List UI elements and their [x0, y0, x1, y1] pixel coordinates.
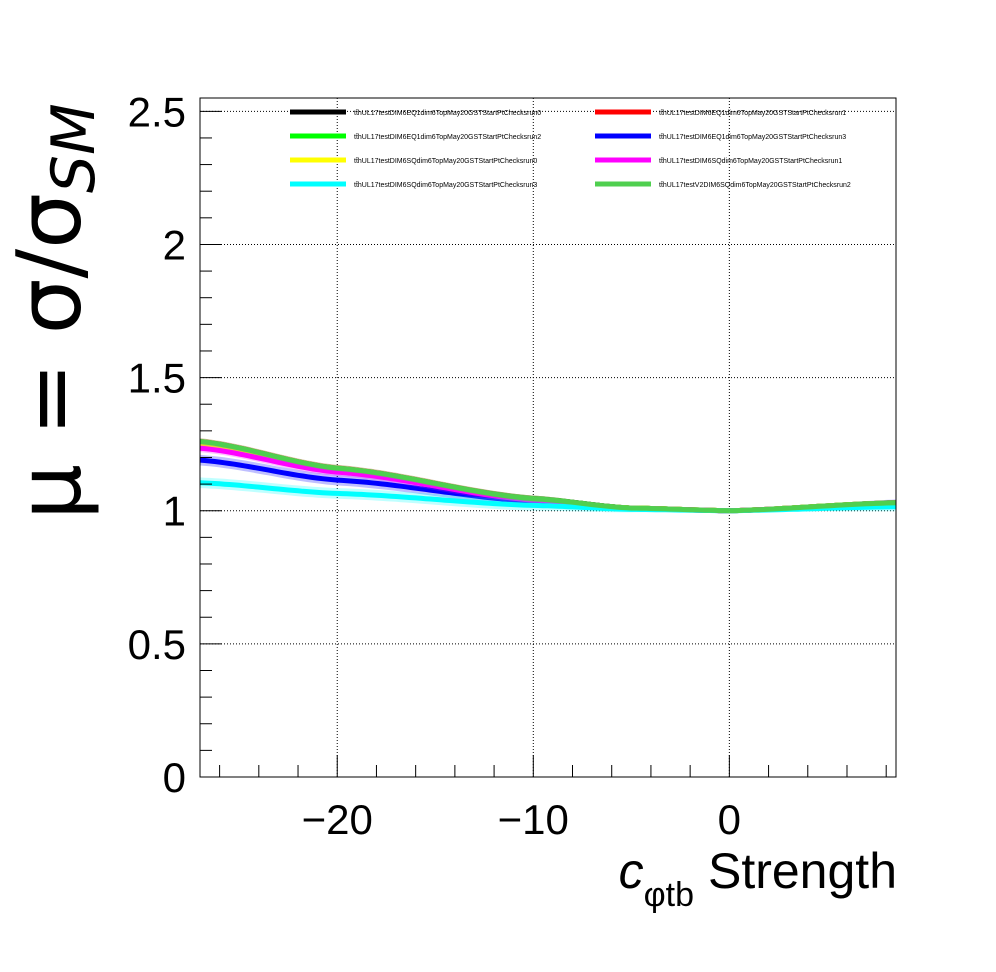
legend-label: tt̄hUL17testV2DIM6SQdim6TopMay20GSTStart… [659, 181, 851, 189]
series-band [200, 439, 896, 512]
legend: tt̄hUL17testDIM6EQ1dim6TopMay20GSTStartP… [290, 109, 851, 189]
y-axis-label: μ = σ/σSM [0, 103, 109, 520]
legend-label: tt̄hUL17testDIM6SQdim6TopMay20GSTStartPt… [354, 181, 537, 189]
axis-ticks: −20 −10 0 0 0.5 1 1.5 2 2.5 [128, 88, 887, 843]
series-line [200, 439, 896, 514]
legend-label: tt̄hUL17testDIM6SQdim6TopMay20GSTStartPt… [659, 157, 842, 165]
x-tick-label: −10 [498, 796, 569, 843]
x-tick-label: −20 [302, 796, 373, 843]
x-axis-label: cφtb Strength [619, 843, 897, 914]
legend-label: tt̄hUL17testDIM6EQ1dim6TopMay20GSTStartP… [659, 133, 846, 141]
y-tick-label: 0.5 [128, 621, 186, 668]
legend-label: tt̄hUL17testDIM6EQ1dim6TopMay20GSTStartP… [659, 109, 846, 117]
y-tick-label: 1 [163, 488, 186, 535]
series-band [200, 439, 896, 512]
series-layer [200, 438, 896, 514]
legend-label: tt̄hUL17testDIM6EQ1dim6TopMay20GSTStartP… [354, 133, 541, 141]
y-tick-label: 2 [163, 221, 186, 268]
y-tick-label: 2.5 [128, 88, 186, 135]
plot-frame [199, 97, 897, 778]
x-tick-label: 0 [718, 796, 741, 843]
x-axis-label-suffix: Strength [708, 843, 897, 899]
legend-label: tt̄hUL17testDIM6EQ1dim6TopMay20GSTStartP… [354, 109, 541, 117]
y-axis-label-main: μ = σ/σ [0, 193, 101, 520]
x-axis-label-symbol: c [619, 843, 644, 899]
y-tick-label: 1.5 [128, 355, 186, 402]
plot-background [200, 98, 896, 777]
y-tick-label: 0 [163, 754, 186, 801]
x-axis-label-subscript: φtb [644, 876, 694, 914]
legend-label: tt̄hUL17testDIM6SQdim6TopMay20GSTStartPt… [354, 157, 537, 165]
y-axis-label-subscript: SM [39, 103, 109, 193]
